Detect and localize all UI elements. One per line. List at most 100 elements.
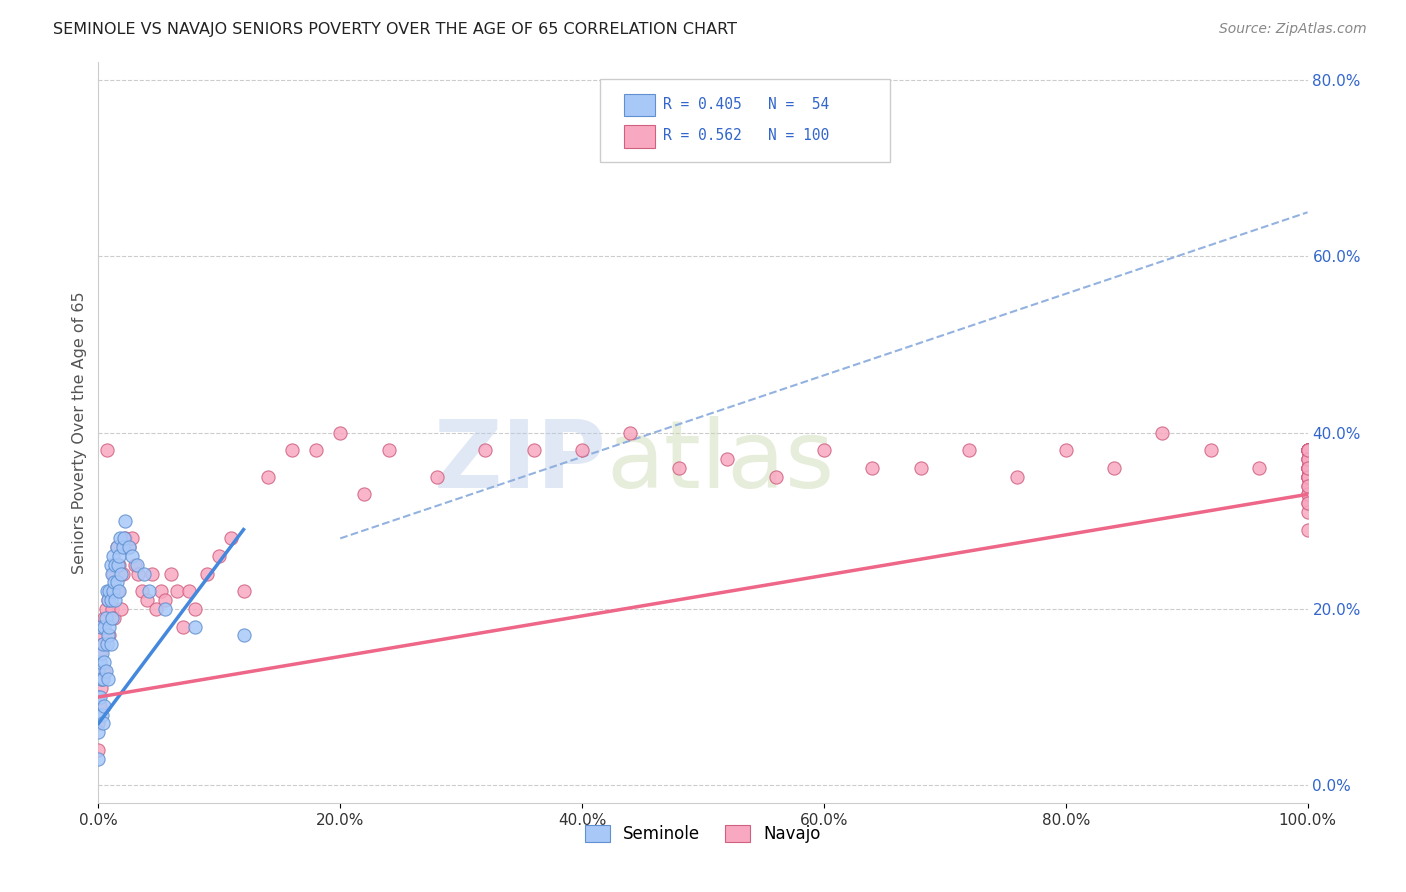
- Point: [377, 443, 399, 458]
- Point: [153, 602, 176, 616]
- Point: [114, 532, 136, 546]
- Point: [108, 549, 131, 563]
- Point: [90, 681, 112, 696]
- Text: R = 0.405   N =  54: R = 0.405 N = 54: [664, 97, 830, 112]
- Point: [910, 461, 932, 475]
- Text: SEMINOLE VS NAVAJO SENIORS POVERTY OVER THE AGE OF 65 CORRELATION CHART: SEMINOLE VS NAVAJO SENIORS POVERTY OVER …: [53, 22, 737, 37]
- Point: [112, 532, 135, 546]
- Point: [353, 487, 375, 501]
- Point: [153, 593, 176, 607]
- Point: [96, 584, 118, 599]
- Point: [111, 566, 134, 581]
- Point: [221, 532, 243, 546]
- Point: [108, 558, 131, 572]
- Point: [1249, 461, 1271, 475]
- FancyBboxPatch shape: [624, 126, 655, 147]
- FancyBboxPatch shape: [600, 78, 890, 162]
- Point: [118, 540, 141, 554]
- Point: [91, 716, 114, 731]
- Point: [150, 584, 173, 599]
- Point: [127, 558, 149, 572]
- Point: [131, 584, 153, 599]
- Point: [87, 664, 110, 678]
- Point: [474, 443, 496, 458]
- Point: [1296, 443, 1319, 458]
- Point: [232, 628, 254, 642]
- Point: [166, 584, 188, 599]
- Point: [87, 690, 110, 704]
- Point: [1296, 487, 1319, 501]
- Point: [93, 619, 115, 633]
- Point: [1296, 469, 1319, 483]
- Point: [121, 532, 143, 546]
- Point: [110, 566, 132, 581]
- Point: [105, 540, 128, 554]
- Point: [97, 673, 120, 687]
- Point: [97, 593, 120, 607]
- Point: [1296, 461, 1319, 475]
- Point: [619, 425, 641, 440]
- Point: [1296, 505, 1319, 519]
- Point: [1152, 425, 1174, 440]
- Point: [91, 619, 114, 633]
- Point: [208, 549, 231, 563]
- Point: [98, 619, 121, 633]
- Point: [100, 637, 122, 651]
- Point: [104, 593, 127, 607]
- Text: ZIP: ZIP: [433, 417, 606, 508]
- Point: [1296, 443, 1319, 458]
- Point: [1296, 443, 1319, 458]
- Point: [281, 443, 304, 458]
- Legend: Seminole, Navajo: Seminole, Navajo: [578, 819, 828, 850]
- Point: [1296, 443, 1319, 458]
- Point: [97, 593, 120, 607]
- Point: [127, 566, 149, 581]
- Point: [104, 558, 127, 572]
- Point: [124, 558, 146, 572]
- Point: [94, 664, 117, 678]
- Point: [93, 610, 115, 624]
- Point: [94, 602, 117, 616]
- Point: [1296, 452, 1319, 467]
- Point: [107, 558, 129, 572]
- Point: [101, 584, 124, 599]
- Point: [179, 584, 201, 599]
- Point: [93, 655, 115, 669]
- Point: [91, 707, 114, 722]
- Point: [90, 619, 112, 633]
- Point: [1296, 496, 1319, 510]
- Text: Source: ZipAtlas.com: Source: ZipAtlas.com: [1219, 22, 1367, 37]
- Point: [100, 602, 122, 616]
- Point: [1102, 461, 1125, 475]
- Point: [1296, 443, 1319, 458]
- Point: [98, 628, 121, 642]
- Point: [160, 566, 183, 581]
- Point: [1296, 461, 1319, 475]
- Point: [96, 443, 118, 458]
- Point: [100, 610, 122, 624]
- Point: [107, 584, 129, 599]
- Point: [87, 752, 110, 766]
- Point: [1007, 469, 1029, 483]
- Point: [93, 698, 115, 713]
- Point: [89, 646, 111, 660]
- Point: [145, 602, 167, 616]
- Point: [957, 443, 980, 458]
- FancyBboxPatch shape: [624, 95, 655, 117]
- Point: [668, 461, 690, 475]
- Point: [1296, 487, 1319, 501]
- Point: [1296, 478, 1319, 492]
- Point: [1296, 478, 1319, 492]
- Point: [89, 690, 111, 704]
- Point: [87, 725, 110, 739]
- Point: [105, 575, 128, 590]
- Point: [91, 673, 114, 687]
- Point: [121, 549, 143, 563]
- Point: [91, 637, 114, 651]
- Point: [87, 716, 110, 731]
- Point: [100, 558, 122, 572]
- Point: [110, 602, 132, 616]
- Point: [813, 443, 835, 458]
- Point: [256, 469, 278, 483]
- Y-axis label: Seniors Poverty Over the Age of 65: Seniors Poverty Over the Age of 65: [72, 292, 87, 574]
